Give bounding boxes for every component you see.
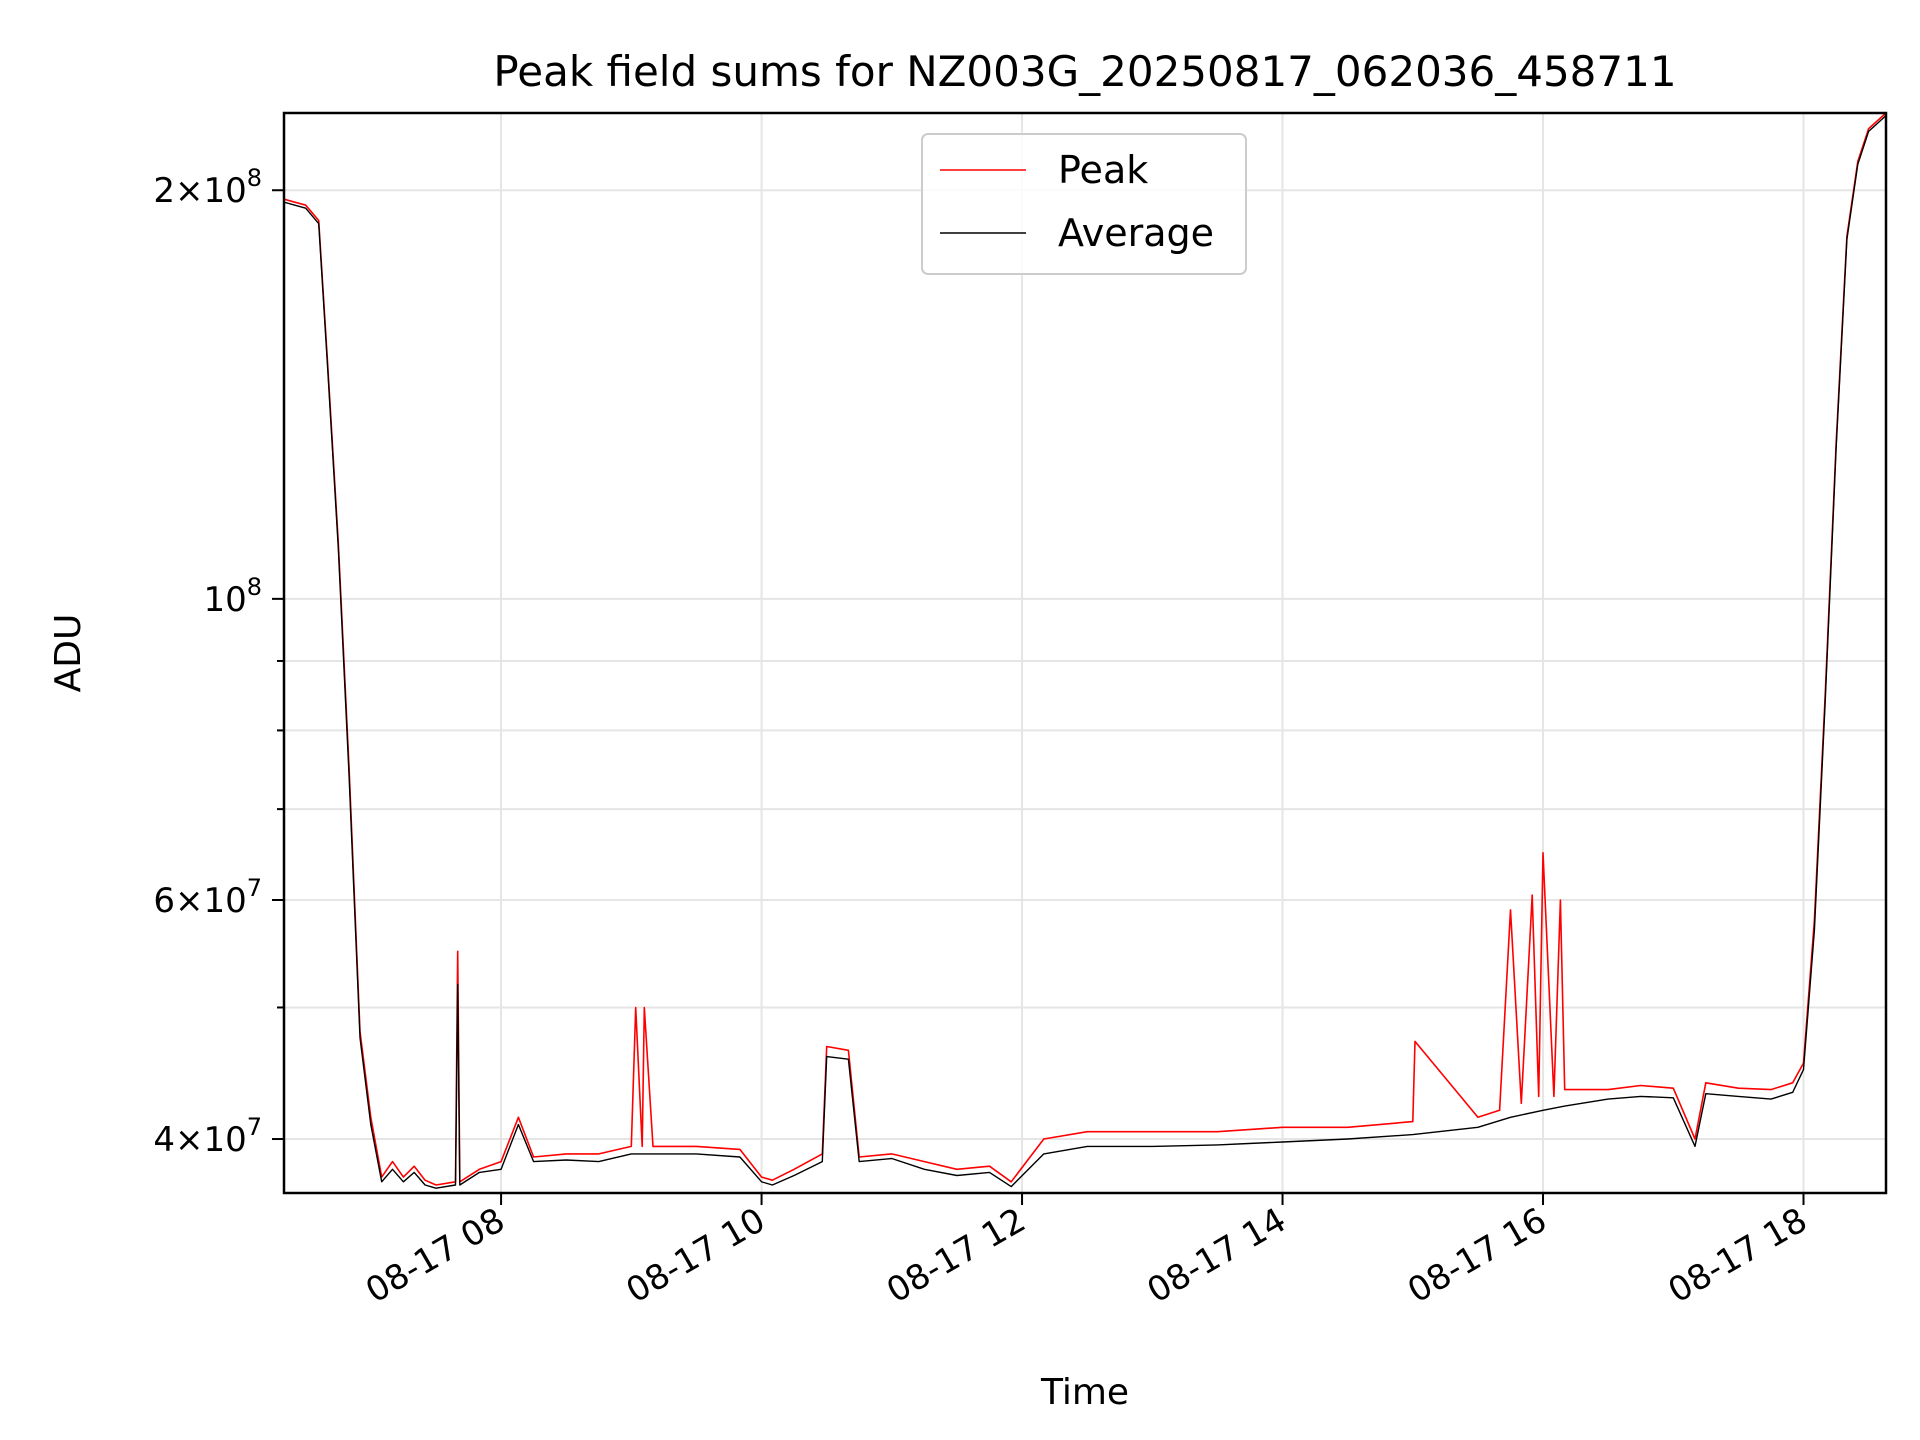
chart-title: Peak field sums for NZ003G_20250817_0620… — [493, 47, 1676, 96]
legend-label-peak: Peak — [1058, 148, 1148, 192]
x-axis-label: Time — [1040, 1372, 1129, 1413]
legend: Peak Average — [921, 133, 1247, 275]
series-line-peak — [284, 113, 1886, 1186]
plot-frame — [282, 111, 1888, 1195]
legend-label-average: Average — [1058, 211, 1214, 255]
y-tick-label-0: 4×107 — [153, 1113, 262, 1160]
y-axis-label: ADU — [48, 614, 89, 693]
y-tick-label-3: 2×108 — [153, 164, 262, 211]
series-line-average — [284, 115, 1886, 1189]
series-layer — [284, 113, 1886, 1189]
legend-box — [921, 133, 1247, 275]
y-tick-label-1: 6×107 — [153, 874, 262, 921]
y-tick-label-2: 108 — [203, 573, 262, 620]
